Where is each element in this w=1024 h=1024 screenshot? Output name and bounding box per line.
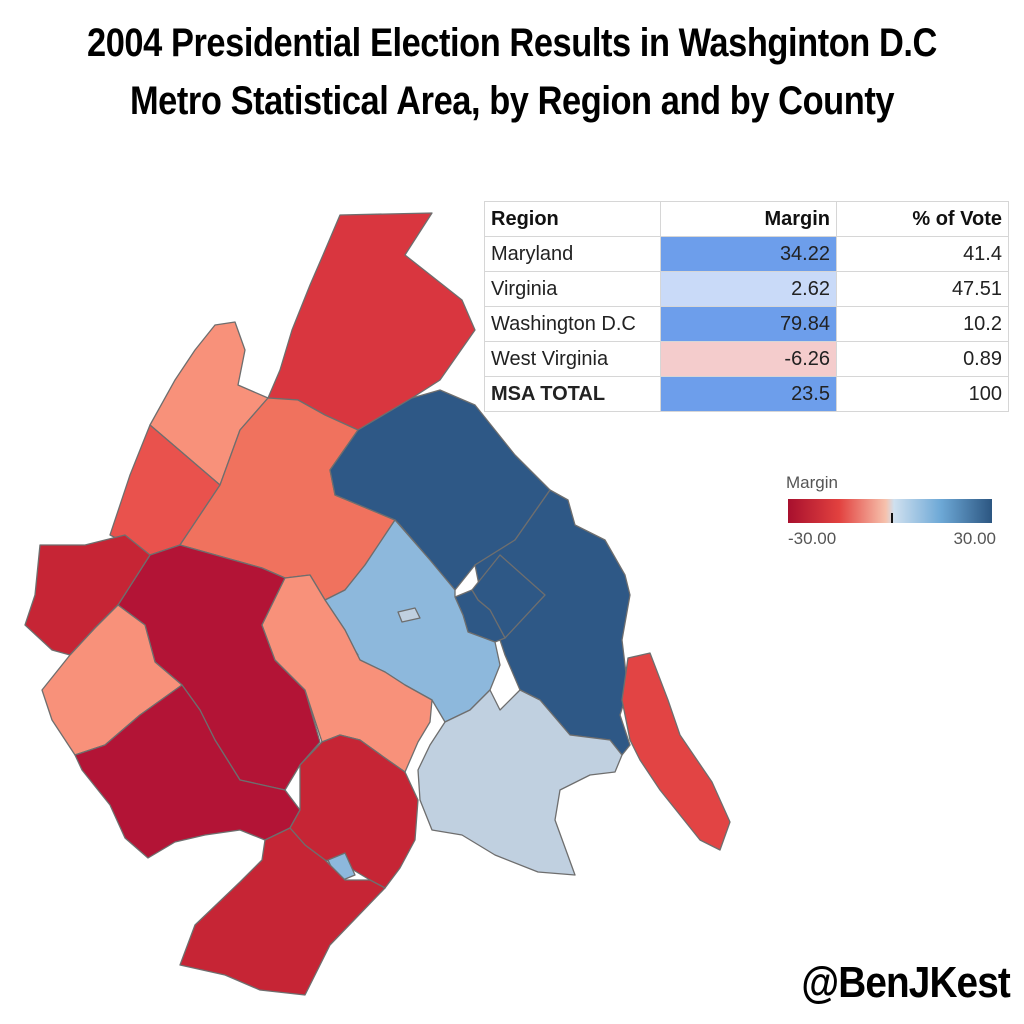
margin-cell: 2.62 [661, 272, 837, 307]
results-table: Region Margin % of Vote Maryland 34.22 4… [484, 201, 1009, 412]
region-cell: West Virginia [485, 342, 661, 377]
legend-max-label: 30.00 [953, 529, 996, 549]
margin-cell: 23.5 [661, 377, 837, 412]
vote-cell: 47.51 [837, 272, 1009, 307]
region-cell: Washington D.C [485, 307, 661, 342]
county-calvert-md[interactable] [622, 653, 730, 850]
author-credit: @BenJKest [802, 958, 1010, 1008]
legend-title: Margin [786, 473, 998, 493]
table-row: West Virginia -6.26 0.89 [485, 342, 1009, 377]
margin-cell: 34.22 [661, 237, 837, 272]
region-cell: Virginia [485, 272, 661, 307]
table-header-row: Region Margin % of Vote [485, 202, 1009, 237]
margin-cell: 79.84 [661, 307, 837, 342]
vote-cell: 0.89 [837, 342, 1009, 377]
column-header-vote: % of Vote [837, 202, 1009, 237]
column-header-margin: Margin [661, 202, 837, 237]
region-cell: MSA TOTAL [485, 377, 661, 412]
table-row: Virginia 2.62 47.51 [485, 272, 1009, 307]
region-cell: Maryland [485, 237, 661, 272]
margin-cell: -6.26 [661, 342, 837, 377]
vote-cell: 10.2 [837, 307, 1009, 342]
vote-cell: 41.4 [837, 237, 1009, 272]
table-row: Maryland 34.22 41.4 [485, 237, 1009, 272]
table-row: Washington D.C 79.84 10.2 [485, 307, 1009, 342]
column-header-region: Region [485, 202, 661, 237]
legend-min-label: -30.00 [788, 529, 836, 549]
vote-cell: 100 [837, 377, 1009, 412]
legend-midpoint-tick [891, 513, 893, 523]
legend-color-scale [788, 499, 992, 523]
margin-legend: Margin -30.00 30.00 [788, 473, 998, 523]
table-row-total: MSA TOTAL 23.5 100 [485, 377, 1009, 412]
